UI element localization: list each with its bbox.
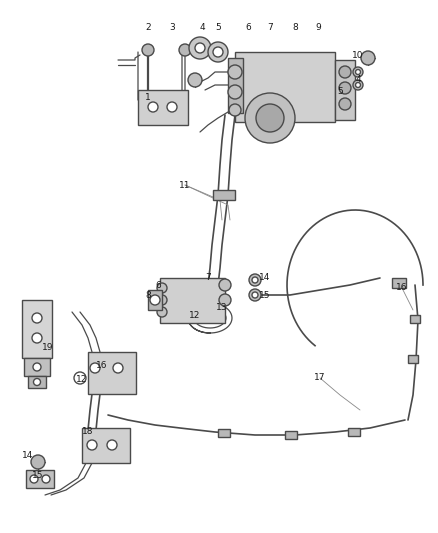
Circle shape xyxy=(219,279,231,291)
Circle shape xyxy=(229,104,241,116)
Circle shape xyxy=(87,440,97,450)
Text: 7: 7 xyxy=(267,23,273,33)
Text: 6: 6 xyxy=(245,23,251,33)
Bar xyxy=(408,355,418,363)
Text: 9: 9 xyxy=(315,23,321,33)
Bar xyxy=(138,90,188,125)
Bar xyxy=(213,190,235,200)
Circle shape xyxy=(219,294,231,306)
Circle shape xyxy=(189,37,211,59)
Circle shape xyxy=(30,475,38,483)
Circle shape xyxy=(256,104,284,132)
Text: 18: 18 xyxy=(82,427,94,437)
Text: 15: 15 xyxy=(32,471,44,480)
Circle shape xyxy=(339,82,351,94)
Bar xyxy=(285,431,297,439)
Text: 8: 8 xyxy=(145,290,151,300)
Circle shape xyxy=(157,283,167,293)
Circle shape xyxy=(74,372,86,384)
Circle shape xyxy=(245,93,295,143)
Bar xyxy=(410,315,420,323)
Text: 2: 2 xyxy=(145,23,151,33)
Bar xyxy=(160,278,225,323)
Circle shape xyxy=(31,455,45,469)
Text: 10: 10 xyxy=(352,51,364,60)
Bar xyxy=(28,376,46,388)
Circle shape xyxy=(179,44,191,56)
Text: 3: 3 xyxy=(169,23,175,33)
Circle shape xyxy=(90,363,100,373)
Bar xyxy=(148,290,162,310)
Bar xyxy=(24,358,50,376)
Circle shape xyxy=(361,51,375,65)
Text: 16: 16 xyxy=(96,360,108,369)
Circle shape xyxy=(150,295,160,305)
Text: 16: 16 xyxy=(396,284,408,293)
Circle shape xyxy=(33,378,40,385)
Text: 12: 12 xyxy=(189,311,201,319)
Bar xyxy=(82,428,130,463)
Circle shape xyxy=(32,313,42,323)
Text: 4: 4 xyxy=(199,23,205,33)
Bar xyxy=(88,352,136,394)
Text: 12: 12 xyxy=(76,376,88,384)
Circle shape xyxy=(353,80,363,90)
Bar xyxy=(22,300,52,358)
Text: 7: 7 xyxy=(205,273,211,282)
Circle shape xyxy=(157,295,167,305)
Text: 4: 4 xyxy=(355,76,361,85)
Circle shape xyxy=(167,102,177,112)
Circle shape xyxy=(339,66,351,78)
Text: 1: 1 xyxy=(145,93,151,102)
Circle shape xyxy=(142,44,154,56)
Bar xyxy=(235,52,335,122)
Circle shape xyxy=(188,73,202,87)
Text: 14: 14 xyxy=(259,273,271,282)
Text: 6: 6 xyxy=(155,280,161,289)
Circle shape xyxy=(249,274,261,286)
Bar xyxy=(392,278,406,288)
Bar xyxy=(335,60,355,120)
Circle shape xyxy=(356,69,360,75)
Bar xyxy=(228,58,243,113)
Circle shape xyxy=(208,42,228,62)
Circle shape xyxy=(228,65,242,79)
Text: 11: 11 xyxy=(179,181,191,190)
Circle shape xyxy=(148,102,158,112)
Circle shape xyxy=(339,98,351,110)
Circle shape xyxy=(33,363,41,371)
Circle shape xyxy=(157,307,167,317)
Circle shape xyxy=(32,333,42,343)
Bar xyxy=(348,428,360,436)
Text: 5: 5 xyxy=(337,87,343,96)
Circle shape xyxy=(107,440,117,450)
Bar xyxy=(26,470,54,488)
Circle shape xyxy=(113,363,123,373)
Circle shape xyxy=(42,475,50,483)
Circle shape xyxy=(195,43,205,53)
Text: 13: 13 xyxy=(216,303,228,312)
Text: 17: 17 xyxy=(314,374,326,383)
Text: 5: 5 xyxy=(215,23,221,33)
Circle shape xyxy=(353,67,363,77)
Text: 15: 15 xyxy=(259,290,271,300)
Text: 14: 14 xyxy=(22,450,34,459)
Circle shape xyxy=(356,83,360,87)
Circle shape xyxy=(252,277,258,283)
Text: 8: 8 xyxy=(292,23,298,33)
Circle shape xyxy=(228,85,242,99)
Circle shape xyxy=(213,47,223,57)
Bar xyxy=(218,429,230,437)
Text: 19: 19 xyxy=(42,343,54,352)
Circle shape xyxy=(252,292,258,298)
Circle shape xyxy=(249,289,261,301)
